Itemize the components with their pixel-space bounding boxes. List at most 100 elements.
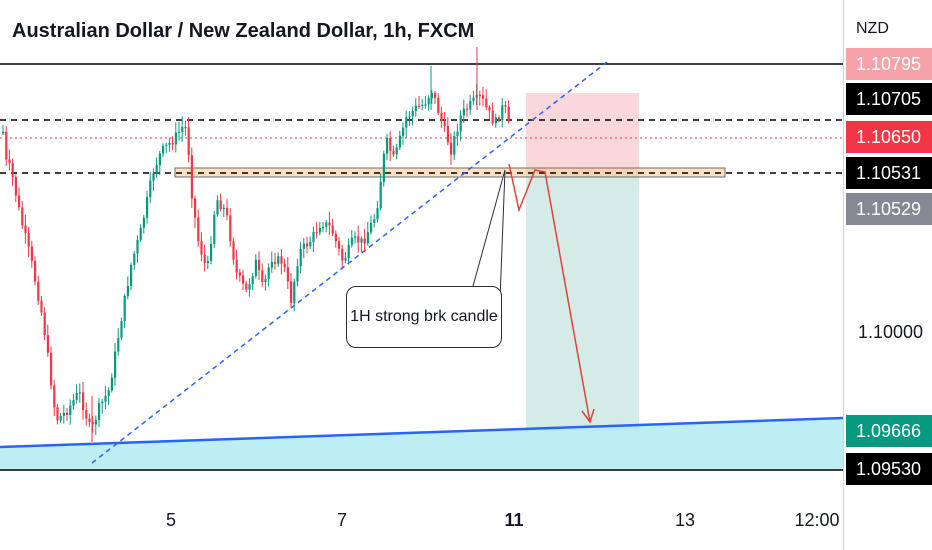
candle-down bbox=[498, 117, 501, 121]
take-profit-zone bbox=[526, 173, 639, 431]
candle-up bbox=[472, 97, 475, 101]
candle-up bbox=[379, 181, 382, 209]
candle-up bbox=[98, 403, 101, 420]
candle-down bbox=[478, 94, 481, 96]
candle-down bbox=[40, 300, 43, 313]
candle-up bbox=[427, 98, 430, 105]
candle-down bbox=[258, 259, 261, 271]
candle-up bbox=[142, 217, 145, 228]
candle-down bbox=[184, 127, 187, 129]
candle-down bbox=[274, 262, 277, 264]
candle-down bbox=[341, 248, 344, 261]
candle-down bbox=[437, 97, 440, 113]
candle-down bbox=[203, 254, 206, 263]
candle-down bbox=[334, 233, 337, 242]
candle-down bbox=[187, 127, 190, 156]
candle-up bbox=[78, 392, 81, 394]
candle-down bbox=[66, 412, 69, 416]
candle-up bbox=[360, 238, 363, 243]
candle-up bbox=[344, 258, 347, 261]
candle-up bbox=[382, 153, 385, 182]
candle-up bbox=[354, 236, 357, 238]
chart-title: Australian Dollar / New Zealand Dollar, … bbox=[12, 20, 475, 42]
dashed-trendline bbox=[91, 61, 608, 464]
candle-down bbox=[446, 125, 449, 143]
candle-down bbox=[91, 421, 94, 425]
candle-down bbox=[82, 392, 85, 411]
candle-up bbox=[267, 267, 270, 279]
candle-up bbox=[494, 117, 497, 124]
candle-down bbox=[440, 112, 443, 122]
candle-up bbox=[459, 115, 462, 132]
candle-up bbox=[325, 222, 328, 228]
candle-up bbox=[373, 219, 376, 223]
candle-up bbox=[309, 241, 312, 247]
candle-up bbox=[322, 227, 325, 229]
candle-down bbox=[200, 241, 203, 255]
candle-up bbox=[424, 104, 427, 106]
candle-up bbox=[414, 105, 417, 112]
candle-down bbox=[504, 105, 507, 107]
candle-down bbox=[56, 407, 59, 421]
candle-up bbox=[270, 262, 273, 268]
candle-down bbox=[197, 217, 200, 242]
candle-down bbox=[24, 225, 27, 234]
candle-up bbox=[101, 401, 104, 404]
candle-up bbox=[181, 127, 184, 132]
candle-down bbox=[238, 272, 241, 276]
candle-up bbox=[408, 116, 411, 118]
candle-down bbox=[235, 259, 238, 273]
candle-up bbox=[107, 390, 110, 397]
candle-down bbox=[485, 98, 488, 108]
projection-arrowhead bbox=[581, 408, 595, 424]
candle-up bbox=[405, 117, 408, 128]
candle-down bbox=[434, 92, 437, 98]
price-tick: 1.10000 bbox=[858, 322, 924, 342]
candle-up bbox=[120, 321, 123, 338]
candle-down bbox=[229, 215, 232, 242]
candle-up bbox=[152, 173, 155, 181]
candle-up bbox=[216, 200, 219, 215]
candle-down bbox=[450, 142, 453, 155]
candle-down bbox=[27, 233, 30, 247]
candle-down bbox=[5, 131, 8, 160]
candle-up bbox=[254, 259, 257, 277]
candle-up bbox=[114, 351, 117, 378]
candle-up bbox=[136, 239, 139, 254]
price-label-target: 1.09666 bbox=[846, 415, 932, 447]
candle-up bbox=[347, 244, 350, 259]
candle-down bbox=[8, 159, 11, 164]
candle-down bbox=[53, 385, 56, 408]
candle-up bbox=[293, 281, 296, 303]
candle-up bbox=[206, 260, 209, 263]
time-tick: 13 bbox=[674, 510, 696, 530]
candle-up bbox=[104, 396, 107, 402]
candle-up bbox=[312, 232, 315, 242]
candle-up bbox=[453, 136, 456, 155]
candle-up bbox=[376, 208, 379, 220]
candle-up bbox=[130, 264, 133, 286]
candle-down bbox=[491, 110, 494, 124]
candle-down bbox=[30, 246, 33, 261]
candle-down bbox=[418, 105, 421, 107]
candle-up bbox=[251, 276, 254, 285]
candle-down bbox=[286, 267, 289, 282]
candle-up bbox=[318, 227, 321, 233]
candle-up bbox=[370, 222, 373, 233]
candle-up bbox=[123, 296, 126, 322]
candle-up bbox=[366, 232, 369, 244]
candle-down bbox=[363, 238, 366, 244]
annotation-callout[interactable]: 1H strong brk candle bbox=[346, 286, 502, 348]
candle-up bbox=[69, 405, 72, 416]
candle-up bbox=[155, 165, 158, 174]
candle-up bbox=[296, 266, 299, 282]
candle-up bbox=[395, 147, 398, 155]
candle-down bbox=[357, 236, 360, 243]
candle-down bbox=[290, 281, 293, 303]
candle-up bbox=[146, 197, 149, 218]
candle-up bbox=[117, 337, 120, 352]
candle-up bbox=[165, 144, 168, 147]
candle-down bbox=[482, 95, 485, 99]
candle-down bbox=[226, 207, 229, 216]
